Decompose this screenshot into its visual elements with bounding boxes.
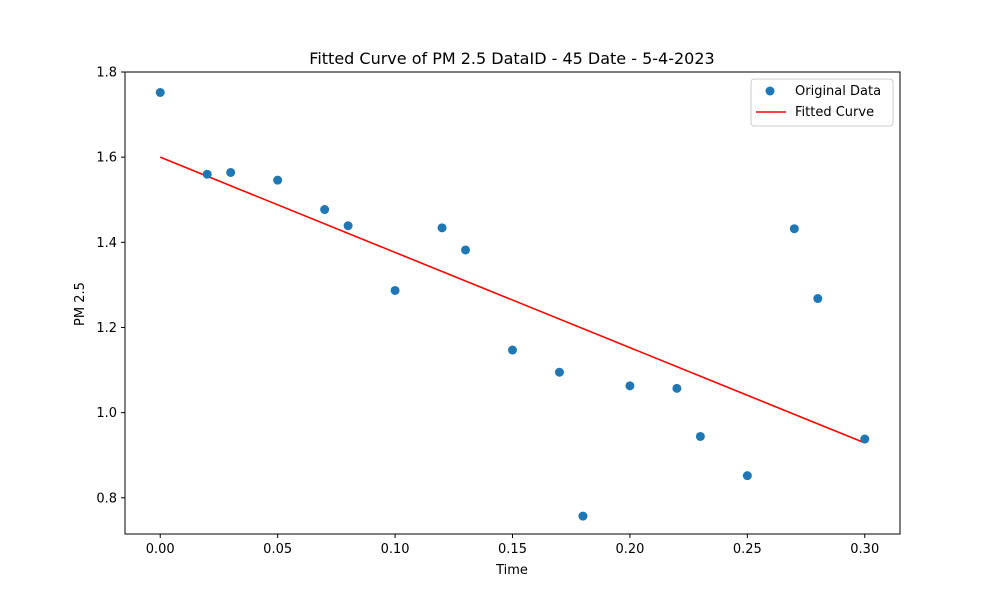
legend-box — [750, 78, 894, 127]
data-point — [226, 167, 236, 177]
data-point — [672, 383, 682, 393]
data-point — [273, 175, 283, 185]
x-tick-label: 0.30 — [850, 542, 879, 557]
legend-label-fitted-curve: Fitted Curve — [795, 105, 874, 120]
legend: Original Data Fitted Curve — [750, 78, 894, 127]
x-tick-label: 0.05 — [263, 542, 292, 557]
legend-marker-original-data — [765, 86, 775, 96]
data-point — [202, 169, 212, 179]
data-point — [742, 471, 752, 481]
x-tick-label: 0.20 — [615, 542, 644, 557]
legend-label-original-data: Original Data — [795, 84, 881, 99]
plot-frame — [124, 71, 901, 535]
y-tick-label: 1.8 — [96, 66, 117, 81]
y-tick-label: 1.0 — [96, 406, 117, 421]
data-point — [813, 294, 823, 304]
data-points-layer — [155, 87, 870, 521]
y-axis: 0.8 1.0 1.2 1.4 1.6 1.8 — [96, 66, 125, 506]
x-tick-label: 0.25 — [733, 542, 762, 557]
y-axis-label: PM 2.5 — [73, 282, 88, 326]
data-point — [343, 221, 353, 231]
x-axis: 0.00 0.05 0.10 0.15 0.20 0.25 0.30 — [146, 534, 879, 557]
data-point — [390, 285, 400, 295]
data-point — [437, 223, 447, 233]
chart-title: Fitted Curve of PM 2.5 DataID - 45 Date … — [309, 49, 714, 68]
data-point — [508, 345, 517, 355]
data-point — [578, 511, 588, 521]
data-point — [695, 431, 705, 441]
data-point — [625, 381, 635, 391]
data-point — [860, 434, 870, 444]
x-tick-label: 0.15 — [498, 542, 527, 557]
x-tick-label: 0.00 — [146, 542, 175, 557]
y-tick-label: 1.2 — [96, 321, 117, 336]
data-point — [155, 87, 165, 97]
fitted-curve-layer — [159, 156, 866, 444]
data-point — [461, 245, 471, 255]
y-tick-label: 1.6 — [96, 151, 117, 166]
data-point — [554, 367, 564, 377]
x-tick-label: 0.10 — [381, 542, 410, 557]
y-tick-label: 0.8 — [96, 491, 117, 506]
data-point — [320, 205, 330, 215]
x-axis-label: Time — [495, 563, 528, 578]
data-point — [789, 224, 799, 234]
fitted-curve-line — [159, 156, 866, 444]
plot-area — [124, 71, 901, 535]
y-tick-label: 1.4 — [96, 236, 117, 251]
